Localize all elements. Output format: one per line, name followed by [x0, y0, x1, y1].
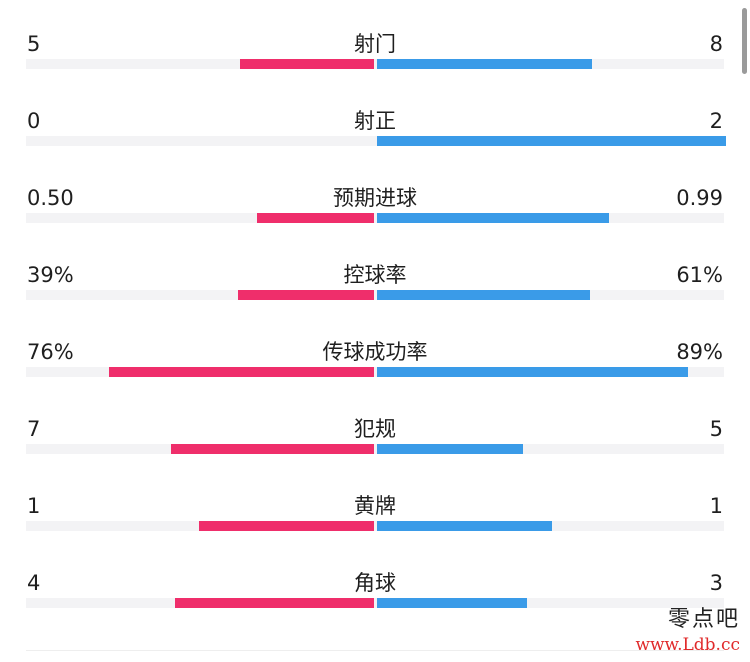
left-value: 5 — [27, 32, 41, 56]
stat-label: 控球率 — [343, 263, 407, 287]
stat-row-shots: 5 射门 8 — [0, 26, 750, 104]
stat-label: 黄牌 — [354, 494, 396, 518]
right-value: 2 — [709, 109, 723, 133]
right-bar — [377, 521, 552, 531]
stat-label: 角球 — [354, 571, 396, 595]
stat-track — [26, 59, 724, 69]
stat-label: 犯规 — [354, 417, 396, 441]
right-bar — [377, 598, 527, 608]
stat-track — [26, 136, 726, 146]
right-value: 61% — [676, 263, 723, 287]
bottom-divider — [26, 650, 724, 651]
watermark-name: 零点吧 — [667, 607, 740, 632]
watermark-url: www.Ldb.cc — [635, 635, 740, 655]
left-value: 1 — [27, 494, 41, 518]
right-value: 5 — [709, 417, 723, 441]
right-value: 1 — [709, 494, 723, 518]
stat-track — [26, 290, 724, 300]
right-value: 8 — [709, 32, 723, 56]
stat-label: 预期进球 — [333, 186, 417, 210]
scrollbar[interactable] — [742, 8, 747, 74]
stat-row-corners: 4 角球 3 — [0, 565, 750, 643]
stat-row-pass-accuracy: 76% 传球成功率 89% — [0, 334, 750, 412]
right-bar — [377, 136, 726, 146]
stat-row-expected-goals: 0.50 预期进球 0.99 — [0, 180, 750, 258]
right-bar — [377, 59, 592, 69]
left-value: 76% — [27, 340, 74, 364]
stat-row-possession: 39% 控球率 61% — [0, 257, 750, 335]
right-bar — [377, 213, 609, 223]
stat-label: 射门 — [354, 32, 396, 56]
left-value: 39% — [27, 263, 74, 287]
stat-row-yellow-cards: 1 黄牌 1 — [0, 488, 750, 566]
right-value: 89% — [676, 340, 723, 364]
stat-track — [26, 367, 724, 377]
left-value: 0.50 — [27, 186, 74, 210]
left-bar — [238, 290, 374, 300]
left-value: 4 — [27, 571, 41, 595]
stat-track — [26, 598, 724, 608]
stat-label: 传球成功率 — [322, 340, 428, 364]
left-value: 7 — [27, 417, 41, 441]
watermark: 零点吧 www.Ldb.cc — [635, 606, 740, 656]
left-bar — [171, 444, 374, 454]
stat-track — [26, 521, 724, 531]
right-bar — [377, 444, 523, 454]
stat-row-fouls: 7 犯规 5 — [0, 411, 750, 489]
stat-track — [26, 444, 724, 454]
stat-label: 射正 — [354, 109, 396, 133]
left-bar — [109, 367, 374, 377]
right-bar — [377, 367, 688, 377]
left-bar — [175, 598, 374, 608]
stat-row-shots-on-target: 0 射正 2 — [0, 103, 750, 181]
stat-track — [26, 213, 724, 223]
right-bar — [377, 290, 590, 300]
left-bar — [199, 521, 374, 531]
left-bar — [240, 59, 374, 69]
right-value: 3 — [709, 571, 723, 595]
right-value: 0.99 — [676, 186, 723, 210]
left-bar — [257, 213, 374, 223]
left-value: 0 — [27, 109, 41, 133]
